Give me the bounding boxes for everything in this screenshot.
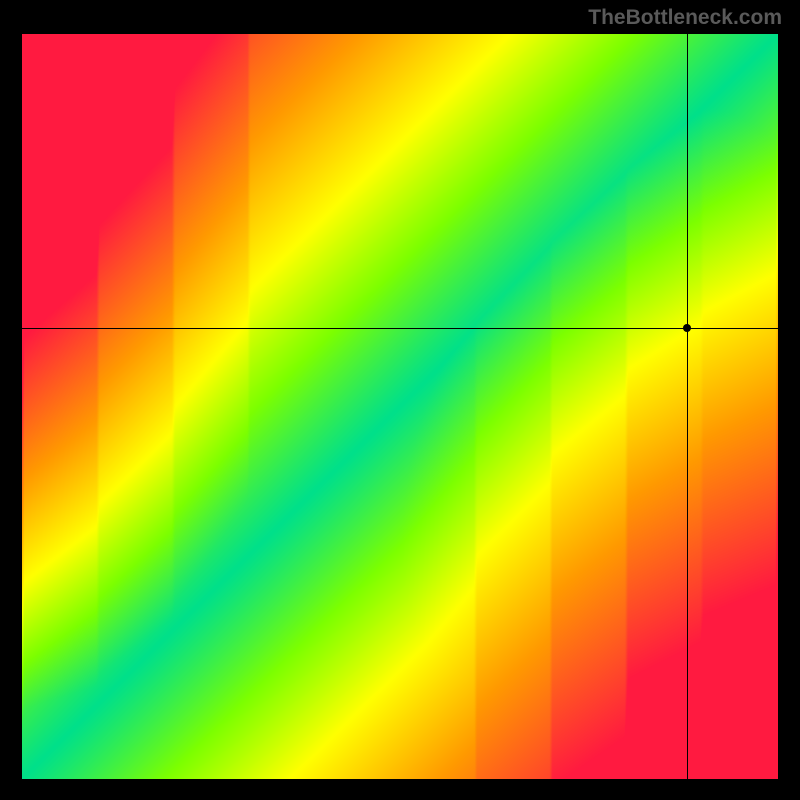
plot-area [22,34,778,779]
crosshair-horizontal [22,328,778,329]
watermark-text: TheBottleneck.com [588,6,782,30]
bottleneck-heatmap [22,34,778,779]
crosshair-vertical [687,34,688,779]
selection-marker [683,324,691,332]
